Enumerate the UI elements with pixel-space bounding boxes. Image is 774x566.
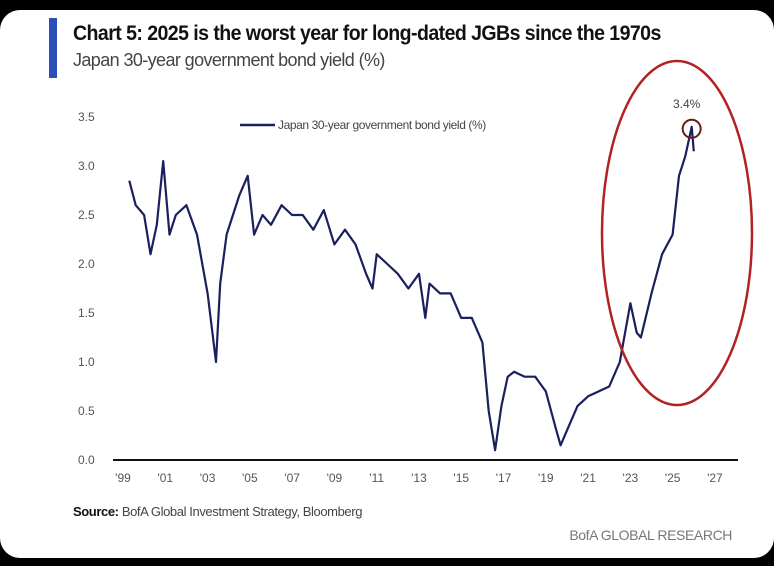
- x-tick-label: '27: [707, 471, 723, 485]
- y-tick-label: 3.0: [78, 159, 95, 173]
- x-tick-label: '03: [200, 471, 216, 485]
- y-tick-label: 2.5: [78, 208, 95, 222]
- source-note: Source: BofA Global Investment Strategy,…: [73, 504, 362, 519]
- x-tick-label: '25: [665, 471, 681, 485]
- annotation-circle: [681, 118, 702, 139]
- brand-label: BofA GLOBAL RESEARCH: [569, 527, 732, 543]
- chart-card: Chart 5: 2025 is the worst year for long…: [0, 10, 774, 558]
- legend: Japan 30-year government bond yield (%): [240, 118, 487, 132]
- x-tick-label: '15: [453, 471, 469, 485]
- legend-label: Japan 30-year government bond yield (%): [278, 118, 486, 132]
- annotation-label: 3.4%: [673, 97, 701, 111]
- accent-bar: [49, 18, 57, 78]
- x-tick-label: '17: [496, 471, 512, 485]
- y-tick-label: 2.0: [78, 257, 95, 271]
- chart-title: Chart 5: 2025 is the worst year for long…: [73, 22, 661, 45]
- y-tick-label: 1.0: [78, 355, 95, 369]
- y-tick-label: 0.5: [78, 404, 95, 418]
- chart-subtitle: Japan 30-year government bond yield (%): [73, 50, 385, 70]
- x-tick-label: '05: [242, 471, 258, 485]
- x-tick-label: '23: [623, 471, 639, 485]
- source-text: BofA Global Investment Strategy, Bloombe…: [118, 504, 363, 519]
- x-tick-label: '01: [157, 471, 173, 485]
- x-tick-label: '21: [580, 471, 596, 485]
- x-tick-label: '13: [411, 471, 427, 485]
- y-tick-label: 3.5: [78, 110, 95, 124]
- x-tick-label: '19: [538, 471, 554, 485]
- source-label: Source:: [73, 504, 119, 519]
- x-tick-label: '07: [284, 471, 300, 485]
- x-tick-label: '11: [369, 471, 384, 485]
- y-tick-label: 0.0: [78, 453, 95, 467]
- x-tick-label: '09: [327, 471, 343, 485]
- x-tick-label: '99: [115, 471, 131, 485]
- highlight-ellipse: [600, 59, 754, 407]
- series-line: [128, 125, 695, 452]
- y-tick-label: 1.5: [78, 306, 95, 320]
